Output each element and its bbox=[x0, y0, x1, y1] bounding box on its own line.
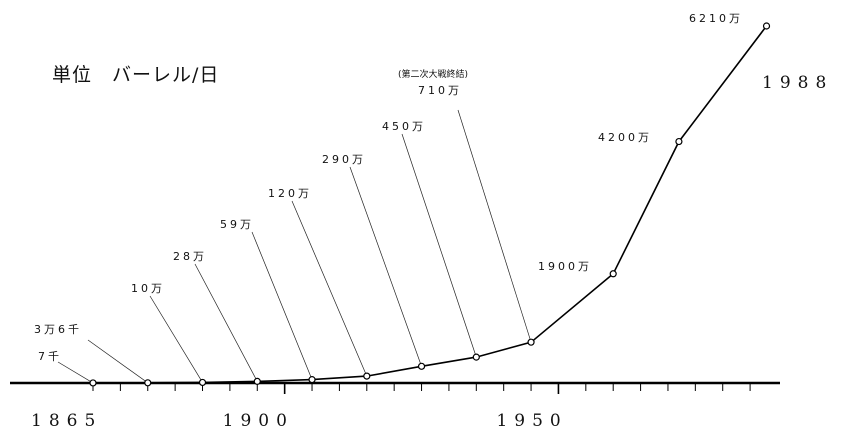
data-point bbox=[762, 22, 771, 30]
value-label: 1900万 bbox=[538, 260, 592, 273]
data-point bbox=[527, 338, 535, 346]
leader-line bbox=[457, 109, 532, 343]
leader-line bbox=[401, 133, 477, 358]
data-point bbox=[144, 379, 152, 387]
unit-label: 単位 バーレル/日 bbox=[52, 64, 219, 86]
leader-line bbox=[57, 361, 94, 384]
series-line bbox=[92, 25, 768, 384]
value-note: (第二次大戦終結) bbox=[398, 68, 468, 80]
value-label: 450万 bbox=[382, 120, 426, 133]
value-label: 3万6千 bbox=[34, 323, 82, 336]
leader-line bbox=[349, 166, 422, 367]
data-point bbox=[89, 379, 97, 387]
value-label: 4200万 bbox=[598, 131, 652, 144]
data-point bbox=[198, 378, 207, 387]
leader-line bbox=[194, 263, 258, 382]
value-label: 290万 bbox=[322, 153, 366, 166]
value-label: 10万 bbox=[131, 282, 165, 295]
end-year-label: 1988 bbox=[762, 73, 833, 93]
leader-line bbox=[149, 295, 203, 383]
x-tick-label: 1900 bbox=[223, 411, 294, 429]
leader-line bbox=[87, 339, 148, 384]
value-label: 7千 bbox=[38, 350, 62, 363]
leader-line bbox=[291, 200, 368, 377]
data-point bbox=[472, 353, 480, 361]
value-label: 710万 bbox=[418, 84, 462, 97]
value-label: 59万 bbox=[220, 218, 254, 231]
value-labels: 7千 3万6千 10万 28万 59万 120万 290万 450万 710万 (第二次大戦終結)… bbox=[34, 12, 743, 363]
data-point bbox=[609, 270, 617, 278]
leader-lines bbox=[57, 109, 532, 384]
data-point bbox=[308, 376, 316, 384]
series-layer bbox=[89, 22, 771, 387]
x-tick-label: 1950 bbox=[496, 411, 567, 429]
leader-line bbox=[251, 231, 313, 380]
value-label: 6210万 bbox=[689, 12, 743, 25]
value-label: 28万 bbox=[173, 250, 207, 263]
year-labels: 1865 1900 1950 1988 bbox=[31, 73, 833, 429]
x-tick-label: 1865 bbox=[31, 411, 102, 429]
data-point bbox=[363, 372, 371, 380]
data-point bbox=[253, 377, 261, 385]
data-point bbox=[675, 137, 683, 146]
x-axis bbox=[10, 381, 780, 394]
value-label: 120万 bbox=[268, 187, 312, 200]
data-point bbox=[417, 362, 426, 370]
